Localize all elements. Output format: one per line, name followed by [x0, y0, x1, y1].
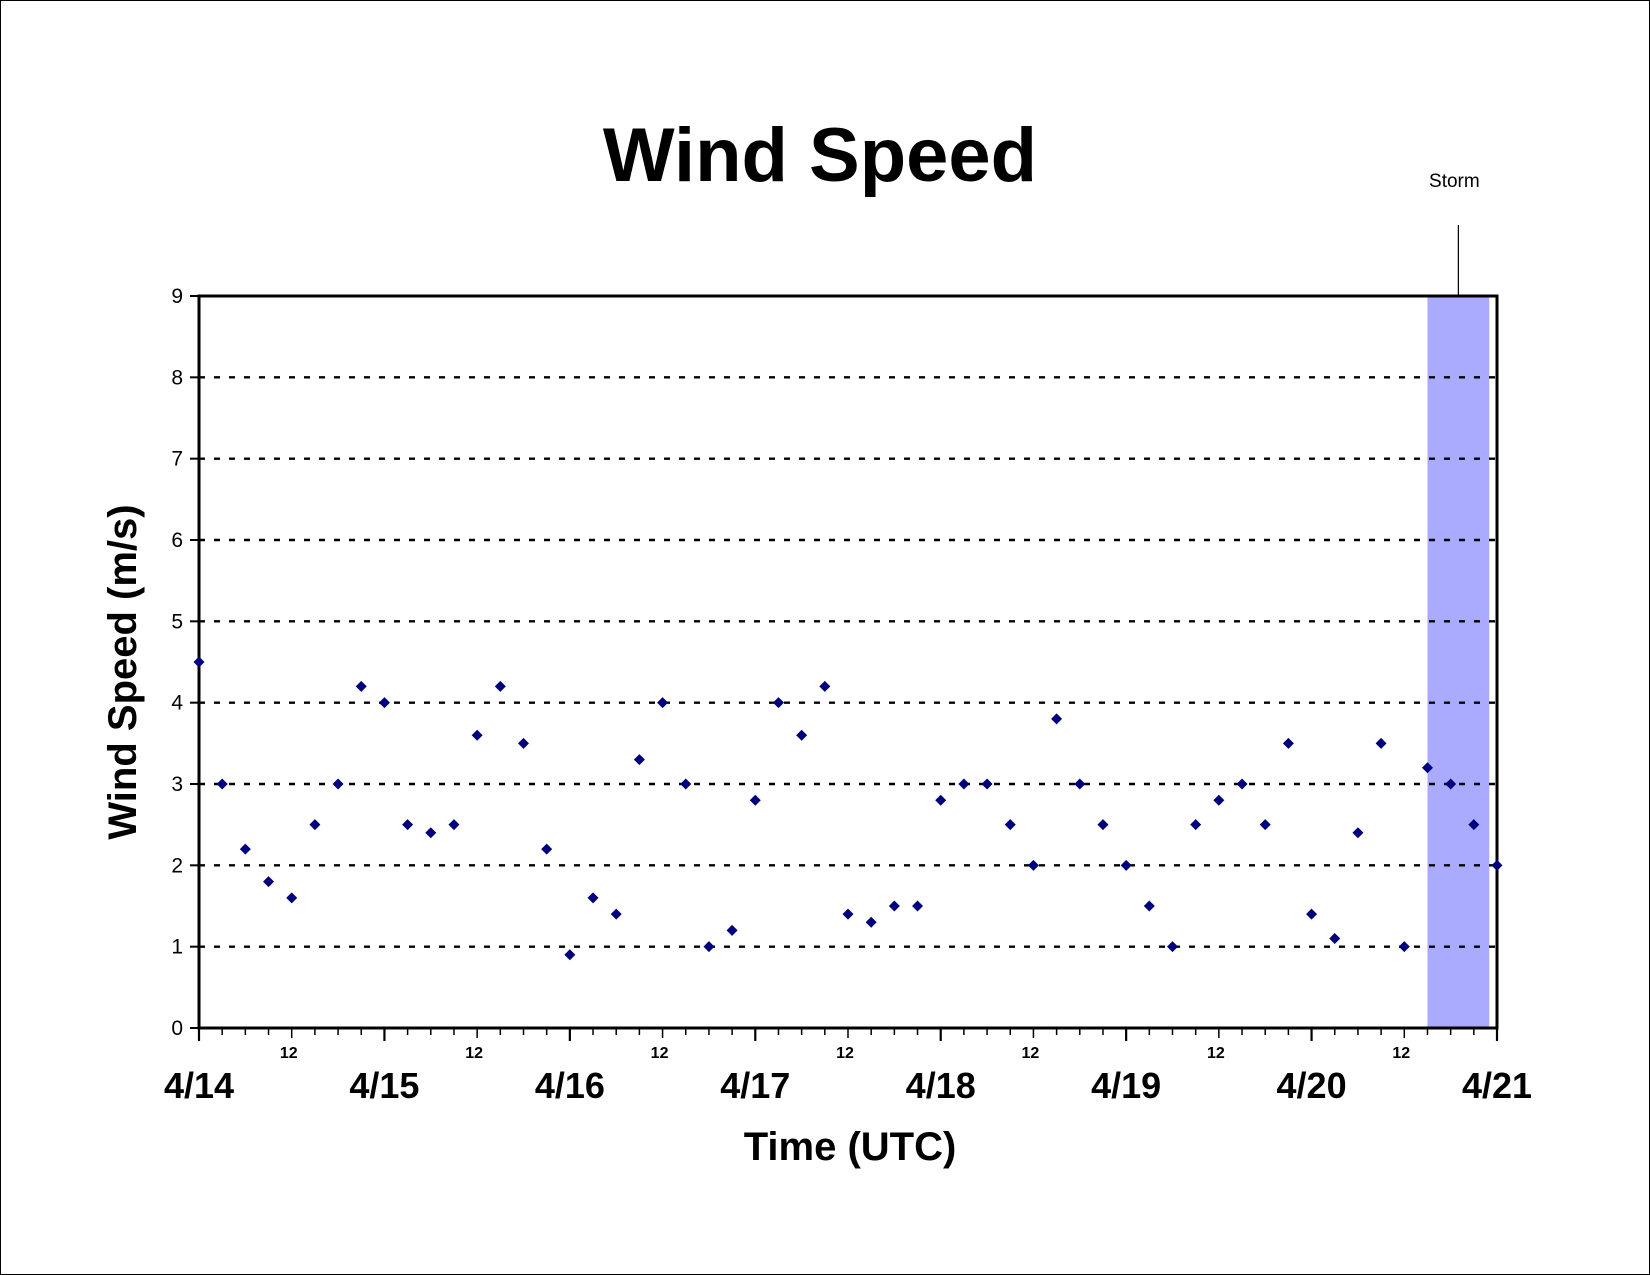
data-point	[958, 778, 970, 790]
y-tick-label: 4	[171, 692, 183, 715]
data-point	[1375, 737, 1387, 749]
data-point	[263, 876, 275, 888]
x-minor-tick-label: 12	[836, 1045, 854, 1062]
data-point	[912, 900, 924, 912]
x-minor-tick-label: 12	[651, 1045, 669, 1062]
y-tick-label: 1	[171, 936, 183, 959]
data-point	[1097, 819, 1109, 831]
y-axis-label: Wind Speed (m/s)	[101, 504, 145, 839]
data-point	[355, 680, 367, 692]
data-point	[888, 900, 900, 912]
data-point	[749, 794, 761, 806]
data-point	[633, 754, 645, 766]
data-point	[680, 778, 692, 790]
y-tick-label: 0	[171, 1017, 183, 1040]
data-point	[726, 924, 738, 936]
x-axis-label: Time (UTC)	[744, 1125, 957, 1169]
y-tick-label: 9	[171, 285, 183, 308]
data-point	[471, 729, 483, 741]
storm-band	[1427, 296, 1490, 1028]
data-point	[1190, 819, 1202, 831]
x-tick-label: 4/20	[1277, 1065, 1347, 1106]
x-minor-tick-label: 12	[280, 1045, 298, 1062]
y-tick-label: 5	[171, 610, 183, 633]
y-tick-label: 6	[171, 529, 183, 552]
data-point	[1004, 819, 1016, 831]
data-point	[402, 819, 414, 831]
data-point	[935, 794, 947, 806]
data-point	[332, 778, 344, 790]
x-tick-label: 4/19	[1091, 1065, 1161, 1106]
y-tick-label: 3	[171, 773, 183, 796]
x-tick-label: 4/16	[535, 1065, 605, 1106]
data-point	[1306, 908, 1318, 920]
y-tick-label: 8	[171, 366, 183, 389]
y-tick-label: 7	[171, 448, 183, 471]
data-point	[796, 729, 808, 741]
data-point	[1074, 778, 1086, 790]
x-minor-tick-label: 12	[1022, 1045, 1040, 1062]
chart-title: Wind Speed	[602, 113, 1038, 198]
data-point	[1120, 859, 1132, 871]
data-point	[1421, 762, 1433, 774]
data-point	[309, 819, 321, 831]
data-point	[541, 843, 553, 855]
x-tick-label: 4/15	[349, 1065, 419, 1106]
data-point	[772, 697, 784, 709]
data-point	[703, 941, 715, 953]
data-point	[239, 843, 251, 855]
x-tick-label: 4/18	[906, 1065, 976, 1106]
data-point	[1282, 737, 1294, 749]
data-point	[981, 778, 993, 790]
data-point	[842, 908, 854, 920]
x-minor-tick-label: 12	[1392, 1045, 1410, 1062]
data-point	[425, 827, 437, 839]
data-point	[1398, 941, 1410, 953]
data-point	[286, 892, 298, 904]
y-tick-label: 2	[171, 854, 183, 877]
data-point	[518, 737, 529, 749]
data-point	[819, 680, 831, 692]
data-point	[448, 819, 460, 831]
data-point	[1167, 941, 1178, 953]
data-point	[657, 697, 669, 709]
data-point	[1445, 778, 1457, 790]
data-point	[378, 697, 390, 709]
data-point	[865, 916, 877, 928]
data-point	[1213, 794, 1225, 806]
data-point	[1051, 713, 1063, 725]
storm-label: Storm	[1429, 171, 1480, 192]
data-point	[193, 656, 205, 668]
x-minor-tick-label: 12	[1207, 1045, 1225, 1062]
data-point	[1491, 859, 1503, 871]
data-point	[564, 949, 576, 961]
data-point	[216, 778, 228, 790]
data-point	[1259, 819, 1271, 831]
x-minor-tick-label: 12	[465, 1045, 483, 1062]
data-point	[1143, 900, 1155, 912]
x-tick-label: 4/21	[1462, 1065, 1532, 1106]
x-tick-label: 4/17	[720, 1065, 790, 1106]
data-point	[1468, 819, 1480, 831]
x-tick-label: 4/14	[164, 1065, 234, 1106]
data-point	[1352, 827, 1364, 839]
data-point	[1329, 933, 1341, 945]
data-point	[1027, 859, 1039, 871]
data-point	[1236, 778, 1248, 790]
data-point	[610, 908, 622, 920]
data-point	[587, 892, 599, 904]
data-point	[494, 680, 506, 692]
